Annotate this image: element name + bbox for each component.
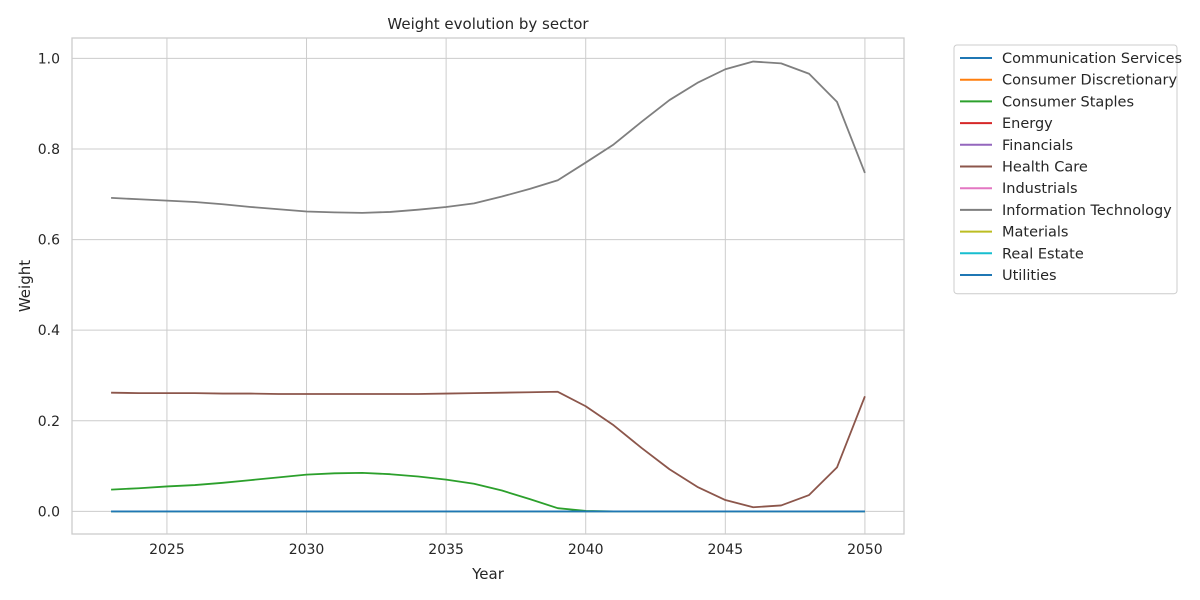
x-tick-label: 2035 (428, 542, 464, 558)
series-line-information-technology (111, 60, 866, 214)
series-line-consumer-staples (111, 471, 865, 513)
legend-label: Materials (1002, 225, 1068, 241)
y-tick-label: 0.8 (38, 142, 60, 158)
legend-label: Information Technology (1002, 203, 1172, 219)
y-axis-label: Weight (16, 260, 34, 312)
legend-label: Financials (1002, 138, 1073, 154)
legend-entry: Real Estate (960, 246, 1084, 262)
grid (72, 38, 904, 534)
y-tick-label: 0.6 (38, 233, 60, 249)
x-tick-label: 2025 (149, 542, 185, 558)
y-tick-label: 0.2 (38, 414, 60, 430)
y-axis-ticks: 0.0 0.2 0.4 0.6 0.8 1.0 (38, 51, 60, 520)
plot-frame (71, 37, 905, 535)
legend-label: Health Care (1002, 160, 1088, 176)
legend-label: Utilities (1002, 268, 1057, 284)
legend-label: Consumer Discretionary (1002, 73, 1177, 89)
y-tick-label: 0.0 (38, 504, 60, 520)
series-layer (111, 60, 866, 513)
legend-entry: Utilities (960, 268, 1057, 284)
legend-label: Energy (1002, 116, 1053, 132)
y-tick-label: 0.4 (38, 323, 60, 339)
legend-label: Consumer Staples (1002, 94, 1134, 110)
x-tick-label: 2030 (289, 542, 325, 558)
x-axis-ticks: 2025 2030 2035 2040 2045 2050 (149, 542, 883, 558)
legend-label: Communication Services (1002, 51, 1182, 67)
legend-entry: Consumer Discretionary (960, 73, 1177, 89)
x-tick-label: 2045 (707, 542, 743, 558)
chart-title: Weight evolution by sector (387, 15, 589, 33)
legend-entry: Communication Services (960, 51, 1182, 67)
x-axis-label: Year (471, 565, 505, 583)
legend-entry: Health Care (960, 160, 1088, 176)
legend-entry: Industrials (960, 181, 1078, 197)
legend-entry: Materials (960, 225, 1068, 241)
y-tick-label: 1.0 (38, 51, 60, 67)
legend-box (953, 44, 1178, 295)
legend-entry: Consumer Staples (960, 94, 1134, 110)
x-tick-label: 2040 (568, 542, 604, 558)
legend-label: Real Estate (1002, 246, 1084, 262)
legend: Communication Services Consumer Discretio… (953, 44, 1182, 295)
legend-entry: Information Technology (960, 203, 1172, 219)
series-line-health-care (111, 390, 866, 509)
legend-entry: Financials (960, 138, 1073, 154)
legend-label: Industrials (1002, 181, 1078, 197)
x-tick-label: 2050 (847, 542, 883, 558)
legend-entry: Energy (960, 116, 1053, 132)
